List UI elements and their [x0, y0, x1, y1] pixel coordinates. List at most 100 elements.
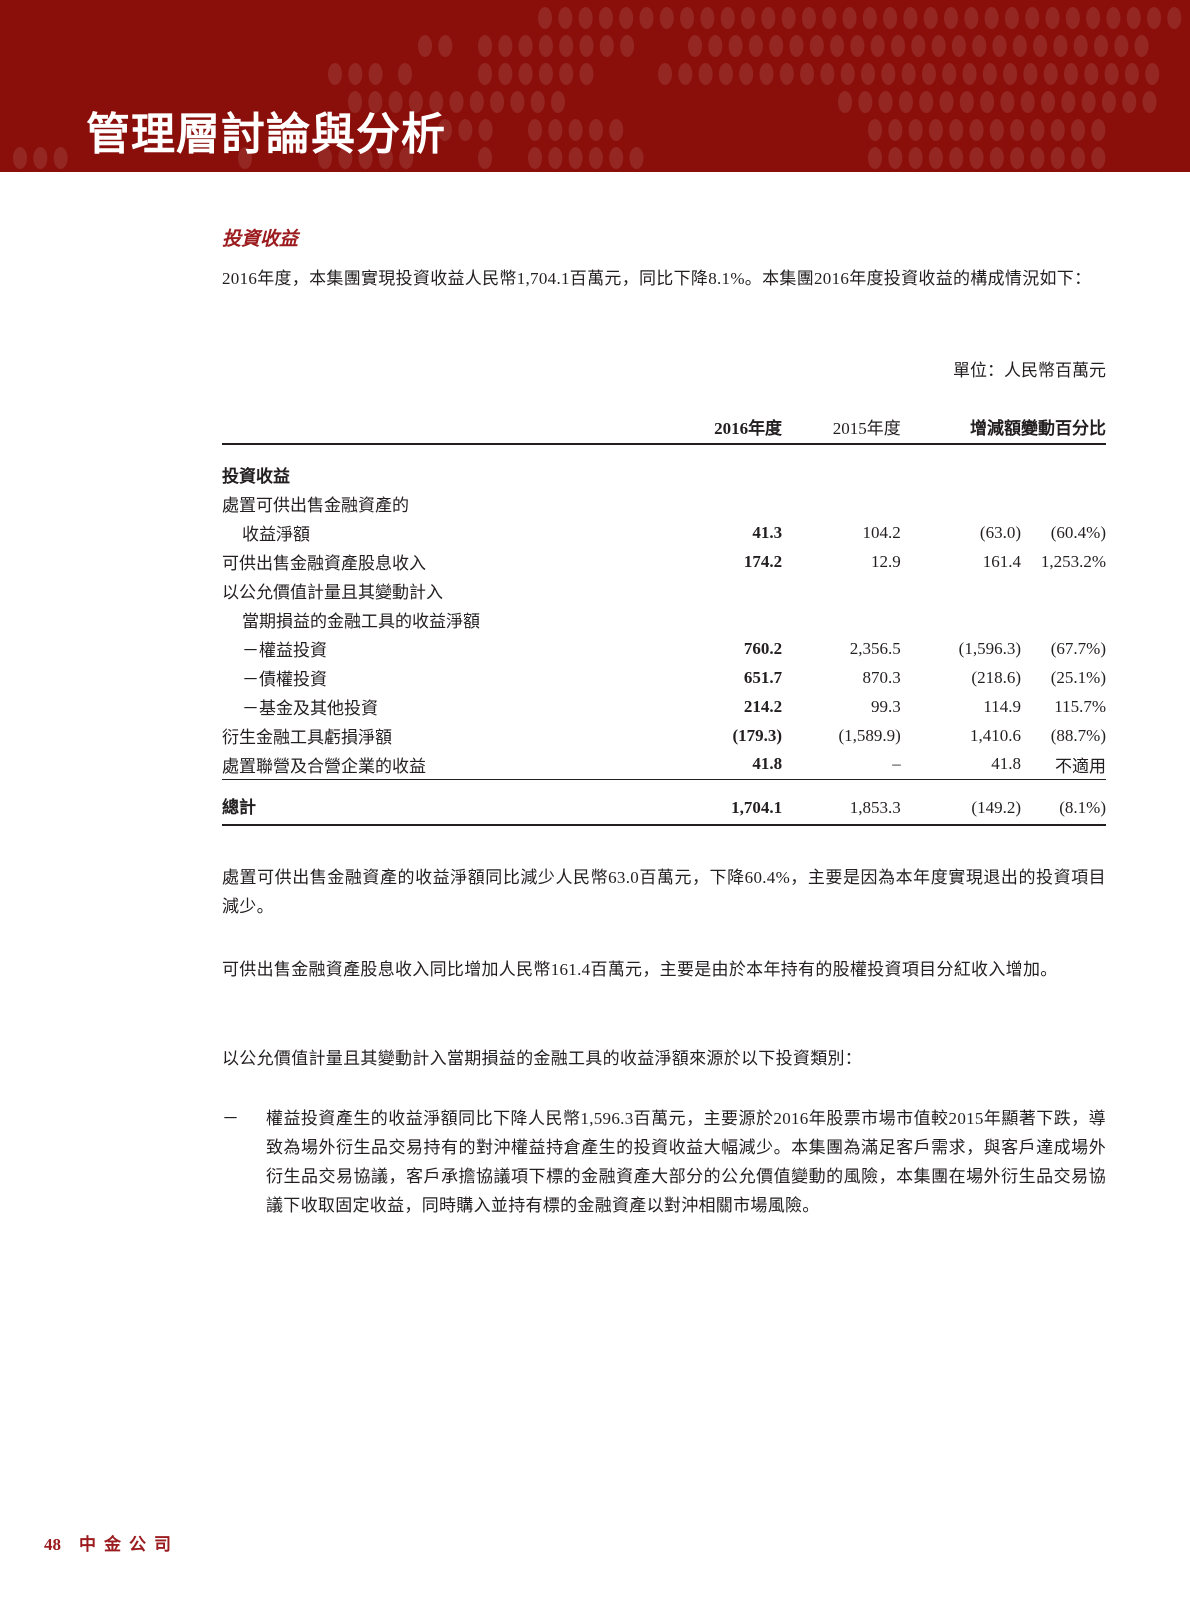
dot — [498, 63, 513, 85]
dot — [318, 147, 332, 169]
section-title: 投資收益 — [222, 229, 299, 250]
dot — [898, 91, 913, 113]
dot — [939, 91, 954, 113]
dot — [1023, 63, 1038, 85]
cell-value: – — [782, 750, 901, 780]
dot — [548, 147, 563, 169]
dot — [530, 91, 545, 113]
cell-value: 不適用 — [1021, 750, 1106, 780]
dot — [1091, 147, 1106, 169]
cell-value: (218.6) — [971, 667, 1021, 687]
dot — [838, 91, 852, 113]
dot — [928, 119, 943, 141]
dot — [989, 147, 1004, 169]
row-label: 總計 — [222, 779, 664, 826]
dot — [33, 147, 48, 169]
cell-value: 12.9 — [871, 551, 901, 571]
dot — [881, 63, 896, 85]
dot — [358, 147, 373, 169]
dot — [989, 119, 1004, 141]
dot — [578, 7, 593, 29]
dot — [809, 35, 824, 57]
dot — [348, 63, 363, 85]
row-label: 處置可供出售金融資產的 — [222, 496, 409, 515]
cell-value — [663, 489, 782, 518]
dot — [478, 35, 492, 57]
dot — [588, 119, 603, 141]
dot — [962, 63, 977, 85]
dot — [781, 7, 796, 29]
dot — [658, 63, 672, 85]
dot — [759, 63, 774, 85]
dot — [598, 7, 613, 29]
dot — [528, 147, 542, 169]
dot — [449, 91, 464, 113]
dot — [558, 7, 573, 29]
dot — [518, 35, 533, 57]
cell-value — [901, 489, 1021, 518]
table-row: 可供出售金融資產股息收入 174.2 12.9 161.4 1,253.2% — [222, 547, 1106, 576]
dot — [438, 119, 452, 141]
dot — [678, 63, 693, 85]
dot — [901, 63, 916, 85]
cell-value — [1021, 605, 1106, 634]
dot — [458, 119, 473, 141]
dot — [510, 91, 525, 113]
dot — [982, 63, 997, 85]
dot — [1010, 119, 1025, 141]
row-label: 處置聯營及合營企業的收益 — [222, 750, 664, 780]
cell-value: 1,853.3 — [782, 779, 901, 826]
dot — [478, 63, 492, 85]
cell-value: (1,589.9) — [838, 725, 901, 745]
dot — [1142, 91, 1157, 113]
dot — [619, 7, 634, 29]
dot — [599, 35, 614, 57]
dot — [1114, 35, 1129, 57]
dot — [1134, 35, 1149, 57]
column-header: 增減額 — [970, 419, 1021, 438]
dot — [609, 119, 624, 141]
bullet-marker: － — [222, 1109, 239, 1128]
column-header — [222, 414, 663, 444]
dot — [551, 91, 565, 113]
dot — [1030, 119, 1045, 141]
dot — [769, 35, 784, 57]
column-header: 變動百分比 — [1021, 419, 1106, 438]
table-row: －債權投資 651.7 870.3 (218.6) (25.1%) — [222, 663, 1106, 692]
dot — [741, 7, 755, 29]
table-row: 衍生金融工具虧損淨額 (179.3) (1,589.9) 1,410.6 (88.7%) — [222, 721, 1106, 750]
cell-value — [782, 605, 901, 634]
dot — [438, 35, 453, 57]
page-footer: 48 中金公司 — [44, 1530, 179, 1555]
table-row: 收益淨額 41.3 104.2 (63.0) (60.4%) — [222, 518, 1106, 547]
row-label: －權益投資 — [242, 641, 327, 660]
dot — [1000, 91, 1015, 113]
cell-value — [1021, 460, 1106, 489]
page-number: 48 — [44, 1535, 61, 1554]
dot — [1081, 91, 1096, 113]
dot — [923, 7, 938, 29]
dot — [830, 35, 845, 57]
dot — [850, 35, 865, 57]
dot — [984, 7, 999, 29]
cell-value: 41.8 — [900, 750, 1021, 780]
dot — [1147, 7, 1161, 29]
dot — [992, 35, 1007, 57]
dot — [1003, 63, 1018, 85]
dot — [1050, 147, 1065, 169]
dot — [911, 35, 926, 57]
cell-value: 1,253.2% — [1040, 551, 1106, 571]
row-label: 當期損益的金融工具的收益淨額 — [242, 612, 480, 631]
dot — [609, 147, 624, 169]
dot — [908, 147, 923, 169]
dot — [942, 63, 957, 85]
cell-value: 115.7% — [1054, 696, 1106, 716]
table-row: 投資收益 — [222, 460, 1106, 489]
dot — [779, 63, 794, 85]
cell-value: (8.1%) — [1021, 779, 1106, 826]
dot — [688, 35, 702, 57]
dot — [1010, 147, 1025, 169]
dot — [862, 7, 877, 29]
dot — [840, 63, 855, 85]
paragraph: 以公允價值計量且其變動計入當期損益的金融工具的收益淨額來源於以下投資類別： — [222, 1049, 863, 1068]
